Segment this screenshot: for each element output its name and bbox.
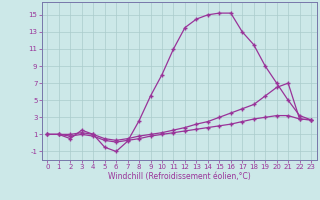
X-axis label: Windchill (Refroidissement éolien,°C): Windchill (Refroidissement éolien,°C)	[108, 172, 251, 181]
